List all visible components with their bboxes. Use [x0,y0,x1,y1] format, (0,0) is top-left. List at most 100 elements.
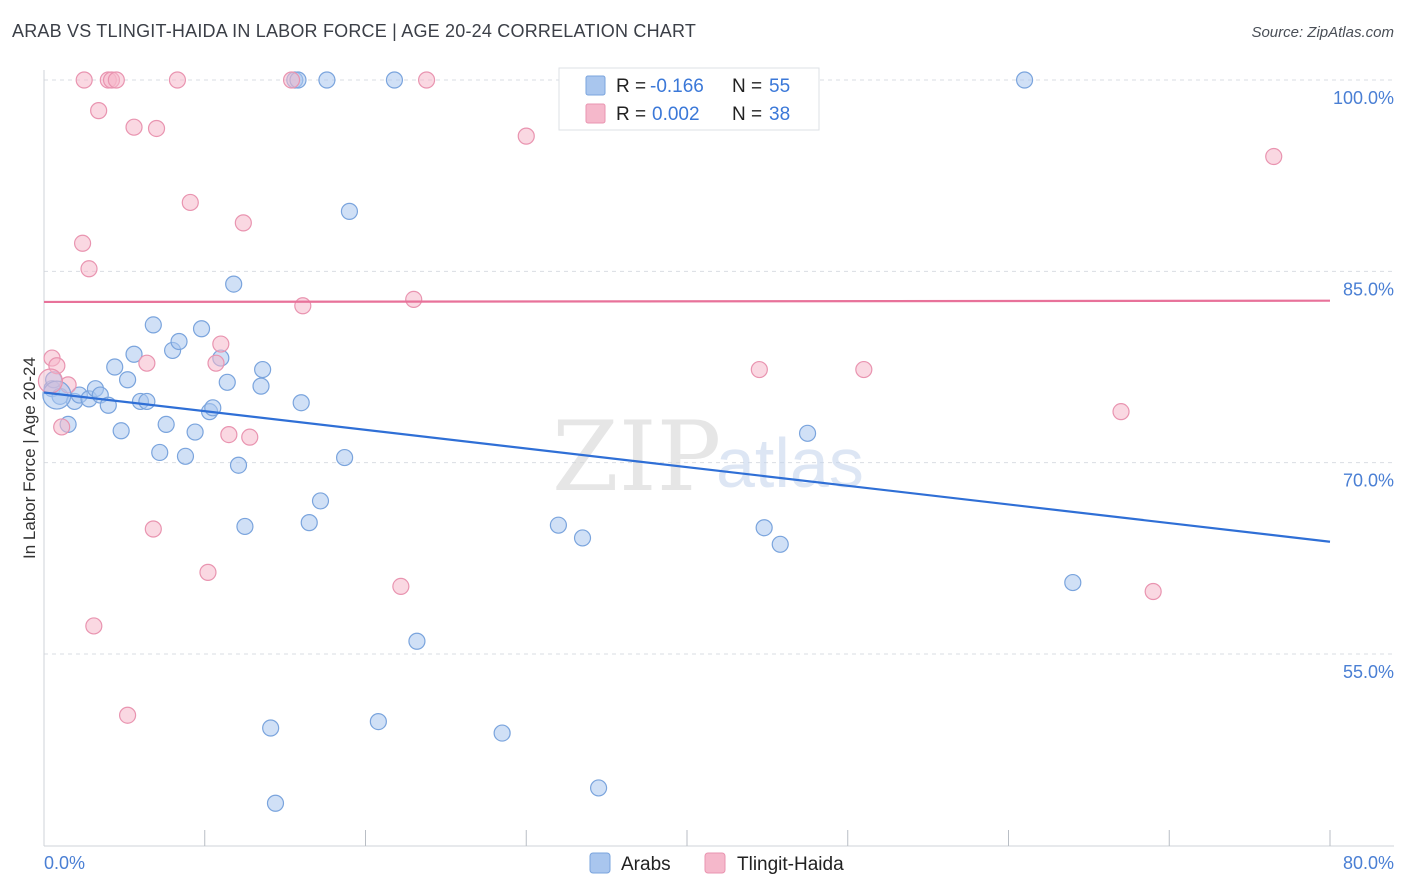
point-arabs-33 [262,719,280,737]
legend-r-label-arabs: R = [616,76,646,97]
point-tlingit-7 [85,617,103,635]
point-arabs-27 [218,373,236,391]
series-legend-swatch-tlingit [704,852,726,874]
point-arabs-41 [336,448,354,467]
point-tlingit-14 [138,354,156,372]
legend-r-value-tlingit: 0.002 [652,104,700,125]
legend-n-value-arabs: 55 [769,76,790,97]
point-tlingit-15 [144,520,162,538]
point-arabs-20 [170,332,188,351]
point-tlingit-4 [73,234,92,252]
point-tlingit-20 [207,354,225,372]
x-tick-label: 0.0% [44,853,85,873]
y-tick-label: 85.0% [1343,279,1394,299]
trend-line-arabs [43,391,1331,543]
point-arabs-13 [125,345,143,363]
point-arabs-49 [589,779,608,797]
point-arabs-48 [573,529,592,547]
series-legend-swatch-arabs [589,852,611,874]
point-arabs-10 [106,358,124,376]
y-axis-label: In Labor Force | Age 20-24 [20,357,39,559]
axes [43,70,1394,847]
y-tick-label: 55.0% [1343,662,1394,682]
point-tlingit-30 [517,127,535,145]
point-arabs-28 [225,275,243,293]
grid-lines [44,79,1394,655]
point-arabs-47 [549,516,568,534]
point-arabs-43 [369,713,387,731]
point-tlingit-cluster [37,368,64,394]
legend-r-label-tlingit: R = [616,104,646,125]
point-arabs-21 [176,447,195,465]
point-tlingit-18 [181,193,199,212]
watermark-zip: ZIP [552,401,721,513]
point-tlingit-27 [392,577,410,595]
point-arabs-44 [385,71,404,89]
point-arabs-15 [138,392,156,411]
point-arabs-51 [771,535,789,553]
point-tlingit-33 [855,360,873,379]
point-tlingit-19 [199,563,217,581]
point-arabs-54 [1064,573,1082,592]
point-tlingit-25 [282,71,301,89]
y-tick-label: 70.0% [1343,471,1394,491]
point-arabs-16 [144,316,162,334]
point-arabs-38 [300,514,318,532]
y-tick-label: 100.0% [1333,88,1394,108]
point-arabs-32 [254,360,272,379]
point-tlingit-8 [90,102,108,120]
point-arabs-18 [157,415,175,433]
x-tick-label: 80.0% [1343,853,1394,873]
point-tlingit-5 [75,71,93,89]
point-arabs-42 [340,202,359,220]
source-label: Source: ZipAtlas.com [1251,24,1394,41]
point-tlingit-23 [234,214,252,232]
point-arabs-23 [192,320,211,338]
point-arabs-46 [493,724,511,742]
point-tlingit-31 [750,360,768,379]
point-tlingit-24 [241,428,259,446]
point-tlingit-2 [53,418,71,436]
point-arabs-39 [311,492,330,510]
point-tlingit-12 [118,706,137,724]
point-arabs-45 [408,632,426,650]
point-tlingit-13 [125,118,143,136]
point-arabs-11 [112,422,130,440]
point-arabs-40 [318,71,336,89]
legend-n-label-tlingit: N = [732,104,762,125]
point-arabs-17 [151,443,169,462]
point-arabs-50 [755,519,773,537]
point-tlingit-34 [1112,403,1130,421]
point-tlingit-28 [405,290,423,308]
legend-swatch-arabs [585,75,606,96]
series-legend: Arabs Tlingit-Haida [589,852,844,875]
point-arabs-31 [252,377,270,395]
chart-title: ARAB VS TLINGIT-HAIDA IN LABOR FORCE | A… [12,21,697,41]
legend-n-value-tlingit: 38 [769,104,790,125]
watermark-atlas: atlas [716,424,864,502]
point-arabs-12 [118,371,137,389]
point-arabs-30 [236,517,254,536]
point-tlingit-35 [1144,582,1162,601]
point-arabs-22 [186,423,204,441]
stats-legend: R = -0.166 N = 55 R = 0.002 N = 38 [558,67,820,131]
point-tlingit-22 [220,426,238,444]
point-tlingit-36 [1265,147,1283,166]
point-tlingit-29 [417,71,436,89]
legend-n-label-arabs: N = [732,76,762,97]
point-arabs-34 [266,794,285,812]
point-tlingit-26 [294,297,312,315]
series-legend-label-arabs: Arabs [621,854,671,875]
trend-line-tlingit [43,299,1331,304]
point-arabs-29 [229,456,248,474]
tick-labels: 55.0% 70.0% 85.0% 100.0% 0.0% 80.0% [44,88,1394,873]
point-tlingit-17 [168,71,187,89]
point-arabs-52 [798,424,817,442]
point-tlingit-16 [147,119,166,138]
legend-swatch-tlingit [585,103,606,124]
point-arabs-37 [292,394,310,412]
trend-lines [43,299,1331,543]
legend-r-value-arabs: -0.166 [650,76,704,97]
series-legend-label-tlingit: Tlingit-Haida [737,854,844,875]
